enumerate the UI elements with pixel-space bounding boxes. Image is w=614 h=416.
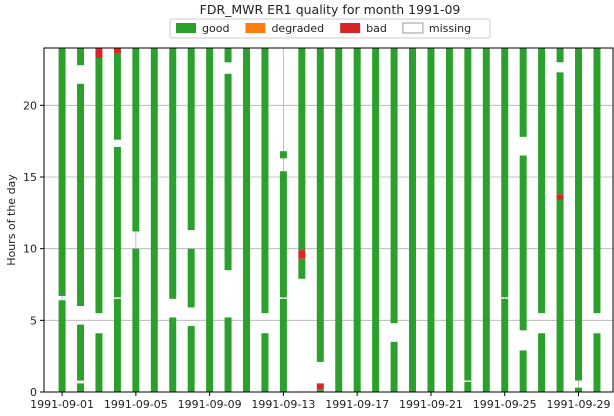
legend-label: bad (366, 22, 387, 35)
quality-segment (77, 48, 85, 66)
quality-segment (501, 298, 509, 392)
x-tick-label: 1991-09-29 (547, 398, 611, 411)
quality-segment (150, 48, 158, 392)
quality-segment (206, 48, 214, 392)
quality-segment (95, 48, 103, 59)
quality-segment (58, 48, 66, 296)
quality-segment (169, 317, 177, 392)
quality-segment (113, 48, 121, 54)
quality-segment (464, 48, 472, 381)
quality-segment (538, 333, 546, 392)
legend-swatch (176, 23, 196, 33)
y-tick-label: 15 (23, 171, 37, 184)
quality-segment (224, 317, 232, 392)
quality-segment (316, 383, 324, 390)
quality-segment (261, 333, 269, 392)
quality-segment (187, 326, 195, 392)
quality-segment (556, 72, 564, 195)
quality-segment (575, 48, 583, 381)
quality-segment (132, 48, 140, 232)
quality-segment (113, 53, 121, 140)
quality-segment (409, 48, 417, 392)
quality-segment (187, 48, 195, 231)
quality-segment (390, 341, 398, 392)
x-tick-label: 1991-09-01 (30, 398, 94, 411)
quality-segment (77, 324, 85, 381)
legend-label: degraded (271, 22, 324, 35)
legend-label: missing (429, 22, 471, 35)
quality-segment (556, 199, 564, 392)
quality-segment (445, 48, 453, 392)
quality-segment (575, 387, 583, 392)
legend: good degraded bad missing (169, 18, 491, 39)
quality-segment (335, 48, 343, 392)
chart-title: FDR_MWR ER1 quality for month 1991-09 (200, 2, 461, 17)
legend-label: good (202, 22, 229, 35)
quality-segment (261, 48, 269, 314)
quality-segment (279, 171, 287, 298)
quality-segment (593, 48, 601, 314)
quality-segment (224, 48, 232, 63)
y-tick-label: 0 (30, 386, 37, 399)
y-tick-label: 5 (30, 314, 37, 327)
quality-segment (482, 48, 490, 392)
quality-segment (372, 48, 380, 392)
quality-segment (77, 83, 85, 306)
quality-segment (113, 298, 121, 392)
quality-segment (316, 389, 324, 392)
quality-segment (279, 298, 287, 392)
quality-segment (501, 48, 509, 298)
x-tick-label: 1991-09-21 (399, 398, 463, 411)
y-axis-label: Hours of the day (5, 174, 18, 266)
quality-segment (132, 248, 140, 392)
quality-segment (279, 151, 287, 159)
x-tick-label: 1991-09-05 (104, 398, 168, 411)
quality-segment (95, 333, 103, 392)
quality-segment (169, 48, 177, 299)
legend-swatch (402, 22, 424, 34)
quality-segment (113, 146, 121, 298)
quality-segment (298, 48, 306, 251)
quality-segment (243, 48, 251, 392)
quality-segment (593, 333, 601, 392)
quality-segment (556, 194, 564, 200)
plot-frame (43, 47, 614, 393)
quality-segment (556, 48, 564, 63)
quality-segment (353, 48, 361, 392)
quality-segment (316, 48, 324, 362)
legend-swatch (245, 23, 266, 33)
legend-swatch (340, 23, 361, 33)
quality-segment (464, 381, 472, 392)
quality-segment (95, 58, 103, 314)
quality-segment (519, 350, 527, 392)
y-tick-label: 10 (23, 243, 37, 256)
quality-segment (187, 248, 195, 308)
y-tick-label: 20 (23, 99, 37, 112)
quality-segment (224, 73, 232, 271)
quality-segment (77, 383, 85, 392)
quality-segment (519, 48, 527, 137)
x-tick-label: 1991-09-17 (325, 398, 389, 411)
quality-segment (538, 48, 546, 314)
quality-segment (427, 48, 435, 392)
x-tick-label: 1991-09-09 (178, 398, 242, 411)
quality-segment (58, 300, 66, 392)
quality-segment (390, 48, 398, 324)
quality-segment (519, 155, 527, 331)
x-tick-label: 1991-09-25 (473, 398, 537, 411)
x-tick-label: 1991-09-13 (251, 398, 315, 411)
quality-segment (298, 250, 306, 259)
quality-segment (298, 258, 306, 279)
